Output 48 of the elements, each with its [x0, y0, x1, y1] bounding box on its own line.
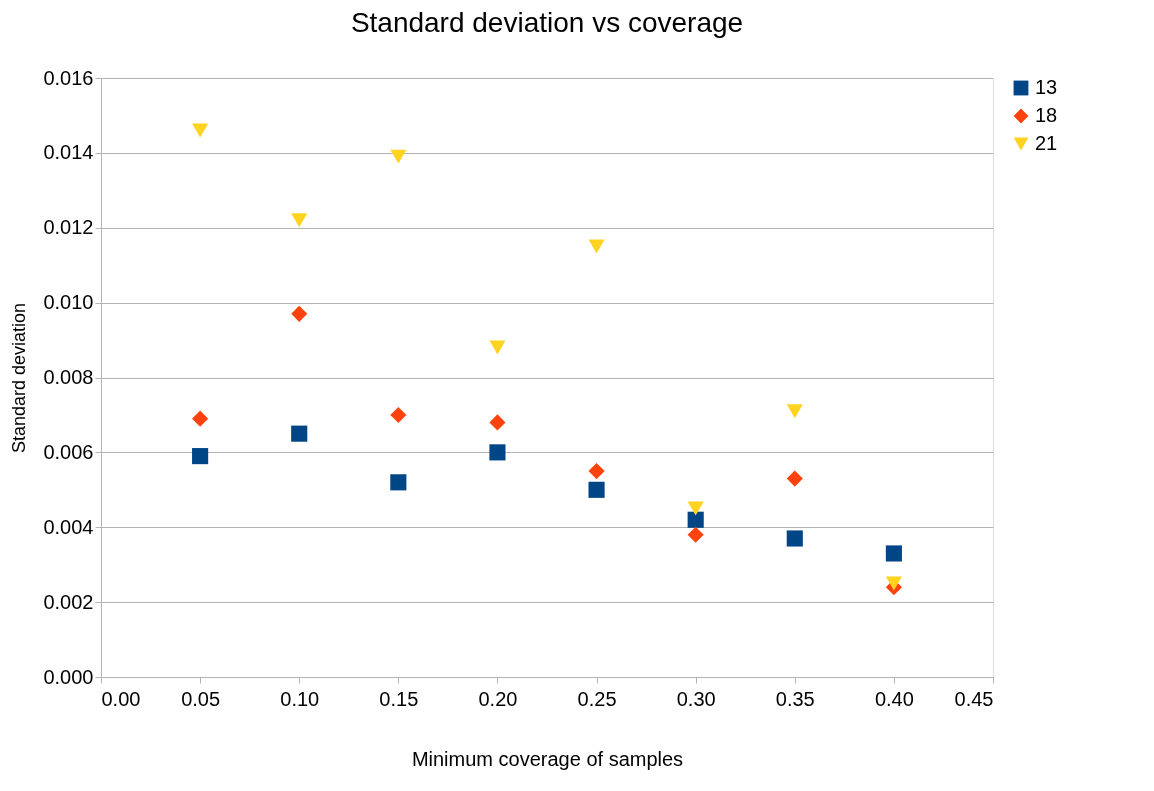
point: [489, 444, 506, 461]
x-tick-label: 0.05: [181, 687, 221, 710]
chart-title: Standard deviation vs coverage: [350, 7, 744, 38]
legend-label: 21: [1035, 132, 1058, 154]
x-tick-label: 0.20: [478, 687, 518, 710]
point: [885, 576, 902, 591]
x-tick-label: 0.15: [379, 687, 419, 710]
x-tick-label: 0.00: [101, 687, 141, 710]
point: [588, 481, 605, 498]
y-tick-label: 0.006: [43, 440, 94, 463]
x-tick-label: 0.35: [775, 687, 815, 710]
point: [390, 149, 407, 164]
point: [192, 448, 209, 465]
point: [192, 410, 209, 427]
x-tick-label: 0.25: [577, 687, 617, 710]
point: [192, 123, 209, 138]
point: [291, 305, 308, 322]
x-axis-title: Minimum coverage of samples: [411, 747, 684, 770]
x-tick-label: 0.10: [280, 687, 320, 710]
x-tick-label: 0.45: [954, 687, 994, 710]
y-tick-label: 0.010: [43, 291, 94, 314]
point: [489, 340, 506, 355]
point: [885, 545, 902, 562]
y-tick-label: 0.012: [43, 216, 94, 239]
point: [687, 501, 704, 516]
point: [786, 404, 803, 419]
point: [588, 463, 605, 480]
point: [291, 425, 308, 442]
point: [489, 414, 506, 431]
point: [390, 474, 407, 491]
y-tick-label: 0.008: [43, 366, 94, 388]
y-tick-label: 0.000: [43, 665, 94, 688]
y-tick-label: 0.004: [43, 515, 94, 538]
legend-label: 13: [1035, 76, 1058, 98]
y-tick-label: 0.014: [43, 141, 94, 164]
point: [786, 470, 803, 487]
point: [687, 526, 704, 543]
legend-label: 18: [1035, 104, 1058, 126]
x-tick-label: 0.40: [874, 687, 914, 710]
point: [291, 213, 308, 228]
y-tick-label: 0.002: [43, 590, 94, 613]
point: [687, 511, 704, 528]
x-tick-label: 0.30: [676, 687, 716, 710]
point: [390, 406, 407, 423]
y-axis-title: Standard deviation: [9, 302, 30, 454]
y-tick-label: 0.016: [43, 66, 94, 89]
point: [588, 239, 605, 254]
point: [786, 530, 803, 547]
